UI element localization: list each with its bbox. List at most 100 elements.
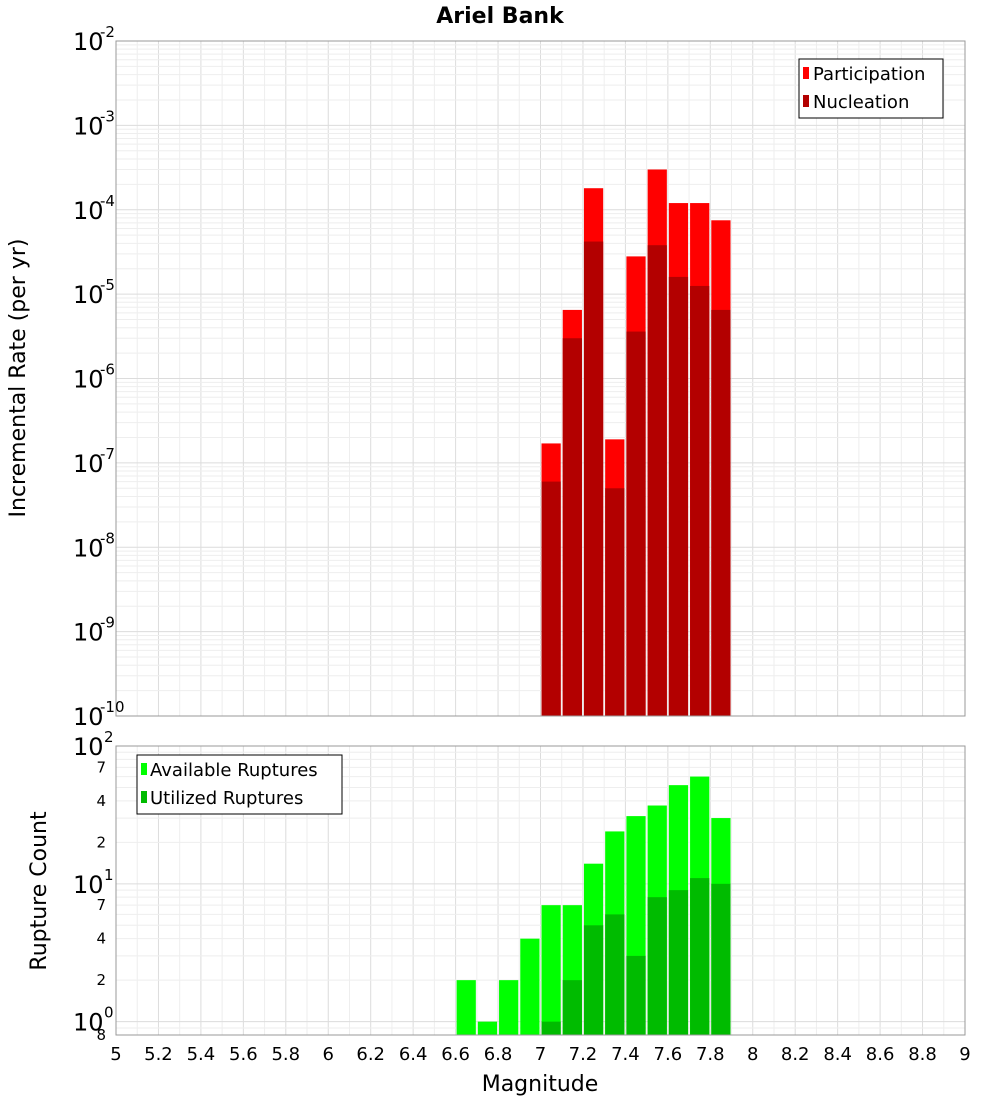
bottom-legend: Available Ruptures Utilized Ruptures [136, 754, 343, 815]
x-tick-label: 6.4 [399, 1044, 428, 1065]
bar-available-ruptures [541, 905, 561, 1035]
x-tick-label: 8 [747, 1044, 758, 1065]
bar-nucleation [562, 338, 582, 716]
y-tick-label: 10 [73, 112, 104, 140]
bottom-y-axis-label: Rupture Count [27, 811, 52, 971]
bottom-plot-bars [456, 776, 731, 1035]
bar-available-ruptures [477, 1021, 498, 1035]
y-minor-tick-label: 7 [96, 758, 106, 776]
legend-label-utilized-ruptures: Utilized Ruptures [150, 788, 303, 809]
y-tick-exponent: -6 [100, 361, 115, 379]
bar-utilized-ruptures [562, 980, 582, 1035]
y-tick-label: 10 [73, 703, 104, 731]
y-minor-tick-label: 7 [96, 896, 106, 914]
bar-utilized-ruptures [690, 878, 710, 1035]
x-tick-label: 8.6 [866, 1044, 895, 1065]
x-tick-label: 5.6 [229, 1044, 258, 1065]
bar-nucleation [690, 285, 710, 716]
bar-utilized-ruptures [583, 925, 604, 1035]
x-tick-label: 6.2 [356, 1044, 385, 1065]
legend-label-participation: Participation [813, 64, 925, 85]
bar-utilized-ruptures [605, 914, 625, 1035]
top-legend: Participation Nucleation [798, 58, 944, 119]
x-tick-label: 7.4 [611, 1044, 640, 1065]
top-plot-grid [115, 41, 966, 717]
y-tick-label: 10 [73, 366, 104, 394]
bar-available-ruptures [456, 980, 476, 1035]
y-tick-label: 10 [73, 871, 104, 899]
y-minor-tick-label: 8 [96, 1026, 106, 1044]
y-minor-tick-label: 2 [96, 833, 106, 851]
bar-available-ruptures [499, 980, 519, 1035]
y-tick-label: 10 [73, 450, 104, 478]
top-plot-area [115, 40, 966, 717]
legend-swatch-participation [803, 67, 809, 79]
x-tick-label: 7.6 [654, 1044, 683, 1065]
top-y-axis-label: Incremental Rate (per yr) [6, 239, 31, 518]
bar-available-ruptures [520, 938, 540, 1035]
bottom-plot-x-ticks: 5 5.2 5.4 5.6 5.8 6 6.2 6.4 6.6 6.8 7 7.2 7.4 7.6 7.8 8… [110, 1044, 970, 1065]
x-tick-label: 5 [110, 1044, 121, 1065]
y-tick-exponent: -10 [100, 698, 125, 716]
bar-nucleation [711, 309, 731, 716]
y-tick-exponent: -7 [100, 445, 115, 463]
x-tick-label: 8.4 [823, 1044, 852, 1065]
bar-utilized-ruptures [626, 955, 646, 1035]
y-tick-exponent: -8 [100, 529, 115, 547]
bar-nucleation [647, 245, 667, 717]
y-tick-exponent: 0 [104, 1004, 114, 1022]
x-tick-label: 7.8 [696, 1044, 725, 1065]
y-tick-label: 10 [73, 1009, 104, 1037]
x-tick-label: 8.2 [781, 1044, 810, 1065]
x-tick-label: 5.2 [144, 1044, 173, 1065]
x-tick-label: 9 [959, 1044, 970, 1065]
y-tick-exponent: -4 [100, 192, 115, 210]
legend-label-available-ruptures: Available Ruptures [150, 760, 318, 781]
y-tick-label: 10 [73, 28, 104, 56]
bar-nucleation [541, 481, 561, 716]
y-tick-label: 10 [73, 619, 104, 647]
y-tick-exponent: -2 [100, 23, 115, 41]
y-minor-tick-label: 4 [96, 930, 106, 948]
y-tick-label: 10 [73, 197, 104, 225]
y-tick-label: 10 [73, 733, 104, 761]
y-tick-exponent: 2 [104, 728, 114, 746]
y-minor-tick-label: 4 [96, 792, 106, 810]
bottom-legend-box [136, 754, 343, 815]
bar-utilized-ruptures [541, 1021, 561, 1035]
bottom-plot-area [115, 745, 966, 1036]
chart-title: Ariel Bank [436, 4, 565, 29]
bar-nucleation [583, 241, 604, 717]
bar-utilized-ruptures [668, 890, 689, 1035]
legend-swatch-available-ruptures [141, 763, 147, 775]
y-tick-exponent: -3 [100, 107, 115, 125]
x-tick-label: 5.8 [271, 1044, 300, 1065]
y-minor-tick-label: 2 [96, 971, 106, 989]
bar-utilized-ruptures [711, 883, 731, 1035]
x-tick-label: 7 [535, 1044, 546, 1065]
legend-label-nucleation: Nucleation [813, 92, 909, 113]
x-tick-label: 5.4 [187, 1044, 216, 1065]
x-tick-label: 6.8 [484, 1044, 513, 1065]
y-tick-exponent: -5 [100, 276, 115, 294]
legend-swatch-utilized-ruptures [141, 791, 147, 803]
legend-swatch-nucleation [803, 95, 809, 107]
bar-utilized-ruptures [647, 897, 667, 1035]
y-tick-exponent: -9 [100, 614, 115, 632]
top-legend-box [798, 58, 944, 119]
x-tick-label: 6.6 [441, 1044, 470, 1065]
y-tick-exponent: 1 [104, 866, 114, 884]
top-plot-bars [541, 169, 731, 717]
bar-nucleation [626, 331, 646, 716]
x-tick-label: 7.2 [569, 1044, 598, 1065]
bar-nucleation [605, 488, 625, 716]
bar-nucleation [668, 276, 689, 716]
y-tick-label: 10 [73, 281, 104, 309]
y-tick-label: 10 [73, 534, 104, 562]
x-tick-label: 8.8 [908, 1044, 937, 1065]
x-tick-label: 6 [323, 1044, 334, 1065]
x-axis-label: Magnitude [482, 1072, 599, 1097]
